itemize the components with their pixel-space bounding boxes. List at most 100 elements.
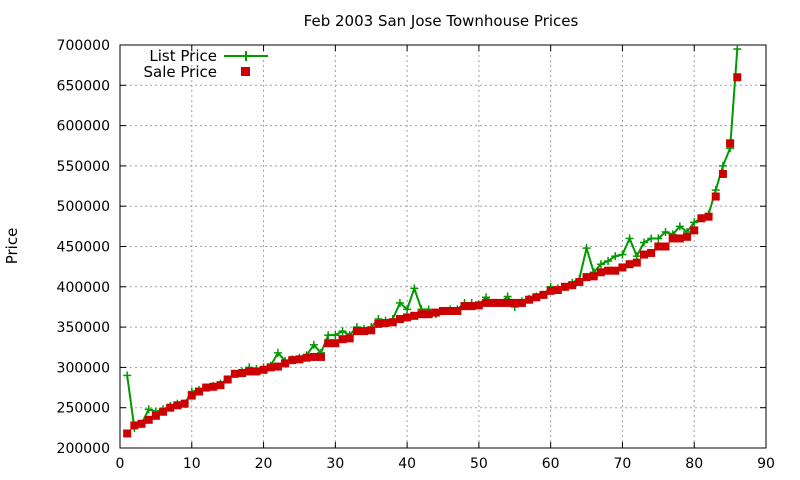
sale-price-point	[654, 242, 663, 251]
sale-price-point	[159, 407, 168, 416]
legend-label-sale-price: Sale Price	[144, 63, 217, 81]
sale-price-point	[467, 302, 476, 311]
tick-labels: 0 10 20 30 40 50 60 70 80 90 200000 250000 300000 350…	[57, 38, 775, 472]
sale-price-point	[503, 298, 512, 307]
x-tick-label: 30	[326, 456, 344, 472]
x-tick-label: 80	[685, 456, 703, 472]
list-price-point	[625, 234, 634, 243]
legend-marker-sale-price	[241, 67, 250, 76]
sale-price-point	[604, 266, 613, 275]
sale-price-point	[632, 258, 641, 267]
list-price-point	[596, 260, 605, 269]
sale-price-point	[683, 232, 692, 241]
sale-price-point	[525, 295, 534, 304]
list-price-point	[582, 244, 591, 253]
sale-price-point	[309, 352, 318, 361]
sale-price-point	[618, 263, 627, 272]
sale-price-point	[431, 308, 440, 317]
sale-price-point	[510, 298, 519, 307]
sale-price-point	[482, 298, 491, 307]
x-tick-label: 40	[398, 456, 416, 472]
sale-price-point	[238, 369, 247, 378]
sale-price-point	[331, 339, 340, 348]
sale-price-point	[410, 311, 419, 320]
sale-price-point	[439, 306, 447, 315]
sale-price-point	[553, 286, 562, 295]
sale-price-point	[230, 369, 239, 378]
list-price-point	[410, 284, 419, 293]
sale-price-point	[532, 293, 541, 302]
x-tick-label: 50	[470, 456, 488, 472]
sale-price-point	[539, 290, 548, 299]
x-tick-label: 10	[183, 456, 201, 472]
sale-price-point	[151, 411, 160, 420]
y-tick-label: 350000	[57, 320, 110, 336]
x-tick-label: 20	[255, 456, 273, 472]
sale-price-point	[517, 298, 526, 307]
sale-price-point	[360, 327, 369, 336]
sale-price-point	[338, 335, 347, 344]
sale-price-point	[718, 169, 727, 178]
sale-price-point	[668, 234, 677, 243]
list-price-point	[324, 331, 333, 340]
list-price-point	[675, 222, 684, 231]
list-price-point	[718, 161, 727, 170]
legend-label-list-price: List Price	[149, 47, 217, 65]
axes	[119, 44, 767, 449]
sale-price-point	[388, 318, 397, 327]
sale-price-point	[474, 301, 483, 310]
sale-price-point	[223, 375, 232, 384]
sale-price-point	[575, 277, 584, 286]
sale-price-point	[589, 272, 598, 281]
y-tick-label: 600000	[57, 119, 110, 135]
sale-price-point	[316, 352, 325, 361]
list-price-point	[273, 348, 282, 357]
sale-price-point	[647, 248, 656, 257]
sale-price-point	[733, 73, 742, 82]
sale-price-point	[625, 260, 634, 269]
sale-price-point	[496, 298, 505, 307]
list-price-point	[403, 305, 412, 314]
list-price-point	[611, 252, 620, 261]
sale-price-point	[259, 365, 268, 374]
list-price-point	[647, 234, 656, 243]
sale-price-point	[596, 268, 605, 277]
sale-price-point	[417, 310, 426, 319]
sale-price-point	[324, 339, 333, 348]
sale-price-point	[374, 319, 383, 328]
list-price-point	[604, 257, 613, 266]
sale-price-point	[302, 353, 311, 362]
sale-price-point	[489, 298, 498, 307]
sale-price-point	[187, 391, 196, 400]
sale-price-point	[352, 327, 361, 336]
sale-price-point	[726, 139, 735, 148]
sale-price-point	[194, 387, 203, 396]
sale-price-point	[568, 281, 577, 290]
y-tick-label: 250000	[57, 401, 110, 417]
x-tick-label: 70	[614, 456, 632, 472]
list-price-point	[331, 331, 340, 340]
sale-price-point	[690, 226, 699, 235]
sale-price-point	[180, 399, 189, 408]
y-tick-label: 700000	[57, 38, 110, 54]
sale-price-point	[130, 421, 139, 430]
sale-price-point	[216, 381, 225, 390]
list-price-point	[338, 327, 347, 336]
y-tick-label: 550000	[57, 159, 110, 175]
sale-price-point	[675, 234, 684, 243]
sale-price-point	[144, 415, 153, 424]
sale-price-point	[266, 363, 275, 372]
sale-price-point	[395, 315, 404, 324]
sale-price-point	[166, 403, 175, 412]
sale-price-point	[611, 266, 620, 275]
sale-price-point	[245, 367, 254, 376]
sale-price-point	[381, 319, 390, 328]
chart-title: Feb 2003 San Jose Townhouse Prices	[304, 12, 579, 30]
list-price-point	[618, 250, 627, 259]
list-price-line	[126, 48, 739, 430]
x-tick-label: 0	[116, 456, 125, 472]
y-tick-label: 400000	[57, 280, 110, 296]
sale-price-point	[446, 306, 455, 315]
list-price-point	[639, 238, 648, 247]
